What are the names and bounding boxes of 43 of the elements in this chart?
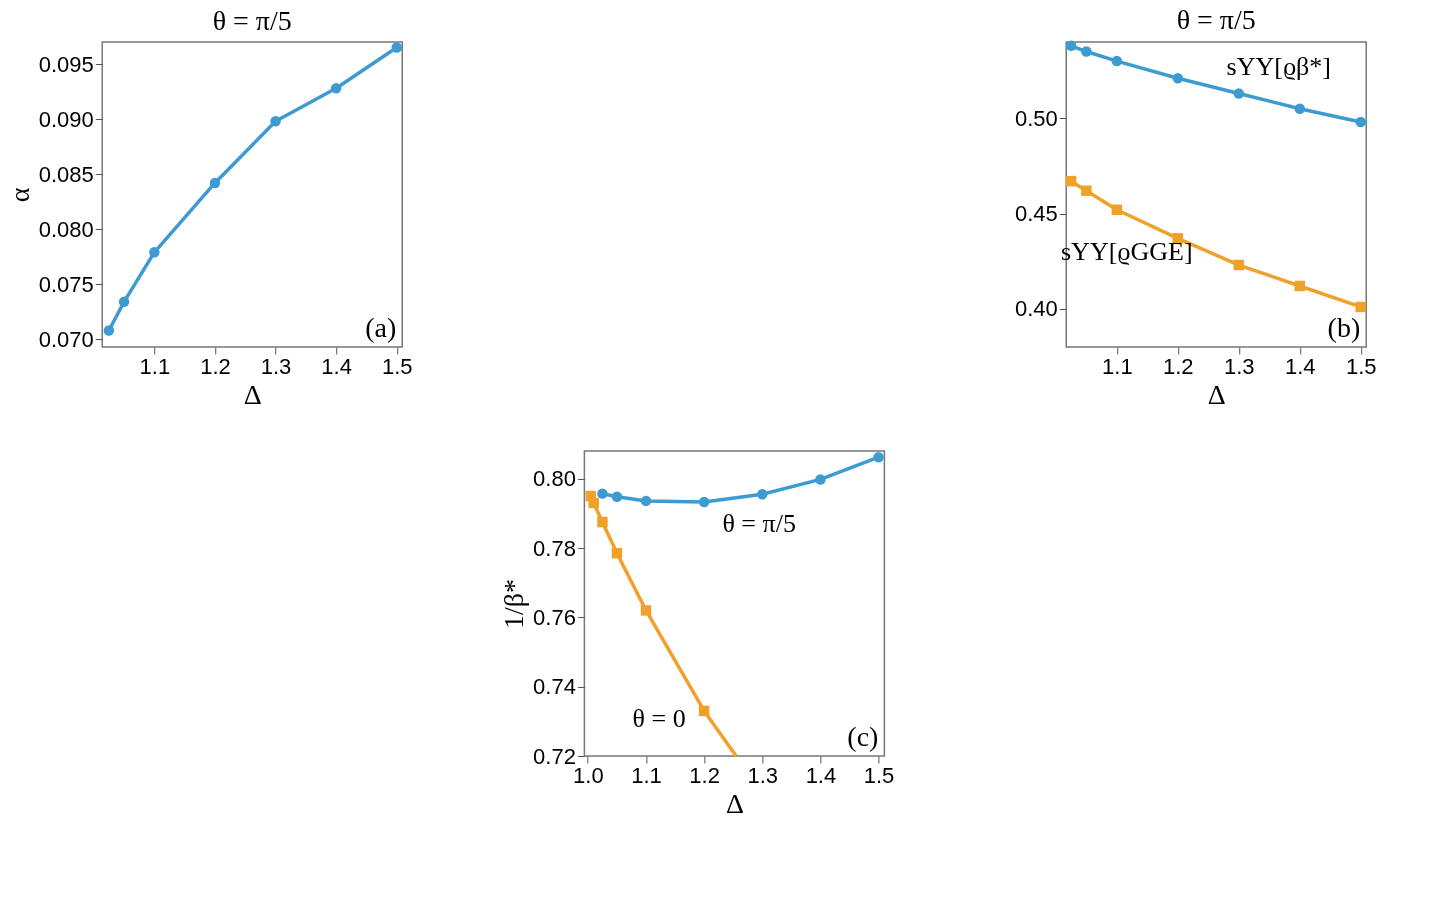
- chart-title: θ = π/5: [212, 5, 292, 36]
- x-axis-title: Δ: [725, 787, 744, 819]
- y-tick-label: 0.74: [533, 674, 576, 700]
- series-label: sYY[ϱGGE]: [1061, 236, 1193, 266]
- x-axis-title: Δ: [1207, 378, 1226, 410]
- x-tick-label: 1.2: [689, 762, 720, 788]
- x-tick-label: 1.3: [1223, 353, 1255, 379]
- x-tick-label: 1.5: [863, 762, 895, 788]
- x-tick-label: 1.4: [321, 353, 352, 379]
- x-tick-label: 1.5: [1345, 353, 1377, 379]
- series-label: sYY[ϱβ*]: [1226, 52, 1332, 82]
- y-tick-label: 0.070: [38, 326, 94, 352]
- x-tick-label: 1.2: [200, 353, 231, 379]
- annotation: (b): [1327, 312, 1361, 343]
- series-label: θ = π/5: [722, 508, 796, 538]
- x-tick-label: 1.3: [747, 762, 779, 788]
- y-axis-title: 1/β*: [498, 578, 530, 630]
- y-tick-label: 0.76: [533, 604, 576, 630]
- y-tick-label: 0.080: [38, 216, 94, 242]
- x-axis-title: Δ: [243, 378, 262, 410]
- annotation: (c): [847, 721, 879, 752]
- x-tick-label: 1.4: [1284, 353, 1316, 379]
- chart-title: θ = π/5: [1176, 3, 1256, 35]
- y-tick-label: 0.085: [38, 161, 94, 187]
- y-tick-label: 0.78: [533, 535, 576, 561]
- series-label: θ = 0: [632, 703, 686, 733]
- y-tick-label: 0.45: [1014, 201, 1058, 227]
- x-tick-label: 1.1: [631, 762, 662, 788]
- y-tick-label: 0.075: [38, 271, 94, 297]
- y-tick-label: 0.72: [533, 743, 576, 769]
- x-tick-label: 1.5: [381, 353, 413, 379]
- x-tick-label: 1.1: [1102, 353, 1133, 379]
- y-tick-label: 0.095: [38, 51, 94, 77]
- y-tick-label: 0.40: [1014, 296, 1058, 322]
- x-tick-label: 1.3: [260, 353, 292, 379]
- x-tick-label: 1.4: [805, 762, 837, 788]
- y-tick-label: 0.80: [533, 466, 576, 492]
- x-tick-label: 1.2: [1163, 353, 1194, 379]
- annotation: (a): [365, 312, 397, 343]
- y-tick-label: 0.50: [1014, 105, 1058, 131]
- y-tick-label: 0.090: [38, 106, 94, 132]
- y-axis-title: α: [3, 187, 35, 203]
- x-tick-label: 1.1: [139, 353, 171, 379]
